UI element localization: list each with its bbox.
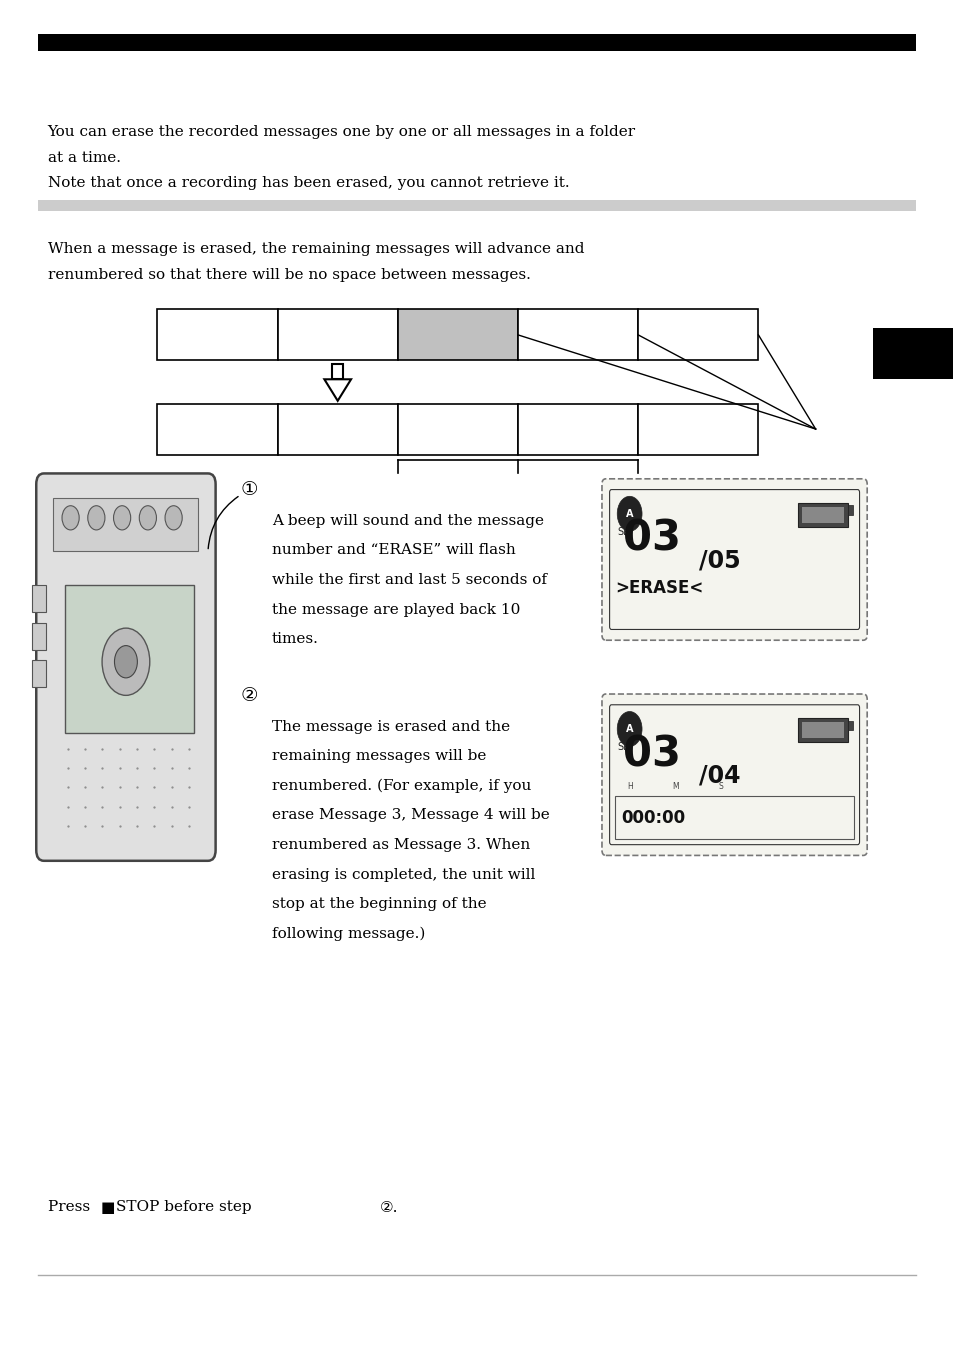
Text: S: S bbox=[718, 781, 722, 791]
Bar bbox=[872, 328, 953, 379]
Bar bbox=[517, 309, 638, 360]
Text: /04: /04 bbox=[699, 764, 740, 788]
Bar bbox=[615, 796, 853, 839]
Bar bbox=[32, 623, 46, 650]
Text: Note that once a recording has been erased, you cannot retrieve it.: Note that once a recording has been eras… bbox=[48, 176, 569, 190]
Bar bbox=[638, 309, 758, 360]
FancyBboxPatch shape bbox=[601, 479, 866, 640]
Text: ①: ① bbox=[240, 480, 257, 499]
Text: erase Message 3, Message 4 will be: erase Message 3, Message 4 will be bbox=[272, 808, 549, 822]
Text: A: A bbox=[625, 724, 633, 734]
Text: renumbered so that there will be no space between messages.: renumbered so that there will be no spac… bbox=[48, 268, 530, 281]
Text: You can erase the recorded messages one by one or all messages in a folder: You can erase the recorded messages one … bbox=[48, 125, 635, 139]
Text: ■: ■ bbox=[100, 1200, 114, 1215]
Text: at a time.: at a time. bbox=[48, 151, 121, 164]
Bar bbox=[32, 660, 46, 687]
Text: >ERASE<: >ERASE< bbox=[615, 580, 703, 597]
Text: A: A bbox=[625, 508, 633, 519]
Polygon shape bbox=[324, 379, 351, 401]
Circle shape bbox=[114, 646, 137, 678]
Bar bbox=[332, 364, 343, 379]
Bar bbox=[32, 585, 46, 612]
Circle shape bbox=[62, 506, 79, 530]
Bar bbox=[798, 503, 847, 527]
Text: Press: Press bbox=[48, 1200, 94, 1213]
Bar bbox=[397, 404, 517, 455]
Bar bbox=[517, 404, 638, 455]
Text: SP: SP bbox=[617, 742, 629, 752]
Bar bbox=[798, 718, 847, 742]
Bar bbox=[157, 309, 277, 360]
Text: H: H bbox=[626, 781, 632, 791]
Text: while the first and last 5 seconds of: while the first and last 5 seconds of bbox=[272, 573, 546, 586]
Circle shape bbox=[102, 628, 150, 695]
Text: A beep will sound and the message: A beep will sound and the message bbox=[272, 514, 543, 527]
Bar bbox=[801, 507, 843, 523]
Text: 000:00: 000:00 bbox=[620, 808, 684, 827]
Text: When a message is erased, the remaining messages will advance and: When a message is erased, the remaining … bbox=[48, 242, 583, 256]
Bar bbox=[801, 722, 843, 738]
Text: times.: times. bbox=[272, 632, 318, 646]
Circle shape bbox=[139, 506, 156, 530]
Bar bbox=[277, 404, 397, 455]
Bar bbox=[277, 309, 397, 360]
Text: M: M bbox=[672, 781, 679, 791]
Circle shape bbox=[617, 496, 641, 531]
Text: renumbered as Message 3. When: renumbered as Message 3. When bbox=[272, 838, 530, 851]
Circle shape bbox=[88, 506, 105, 530]
Text: 03: 03 bbox=[622, 733, 680, 775]
Bar bbox=[638, 404, 758, 455]
Text: The message is erased and the: The message is erased and the bbox=[272, 720, 510, 733]
FancyBboxPatch shape bbox=[36, 473, 215, 861]
Bar bbox=[65, 585, 193, 733]
Circle shape bbox=[165, 506, 182, 530]
Text: /05: /05 bbox=[699, 549, 740, 573]
Circle shape bbox=[617, 712, 641, 746]
Text: remaining messages will be: remaining messages will be bbox=[272, 749, 486, 763]
Bar bbox=[847, 721, 852, 730]
FancyBboxPatch shape bbox=[601, 694, 866, 855]
Text: STOP before step: STOP before step bbox=[116, 1200, 256, 1213]
Text: ②.: ②. bbox=[379, 1200, 397, 1215]
Bar bbox=[397, 309, 517, 360]
Bar bbox=[847, 506, 852, 515]
Bar bbox=[53, 498, 198, 551]
Text: 03: 03 bbox=[622, 518, 680, 560]
Text: erasing is completed, the unit will: erasing is completed, the unit will bbox=[272, 868, 535, 881]
Text: renumbered. (For example, if you: renumbered. (For example, if you bbox=[272, 779, 531, 794]
Bar bbox=[38, 34, 915, 51]
Text: ②: ② bbox=[240, 686, 257, 705]
Circle shape bbox=[113, 506, 131, 530]
Bar bbox=[157, 404, 277, 455]
Text: number and “ERASE” will flash: number and “ERASE” will flash bbox=[272, 543, 516, 557]
Bar bbox=[38, 200, 915, 211]
Text: the message are played back 10: the message are played back 10 bbox=[272, 603, 519, 616]
Text: stop at the beginning of the: stop at the beginning of the bbox=[272, 897, 486, 911]
Text: SP: SP bbox=[617, 527, 629, 537]
Text: following message.): following message.) bbox=[272, 927, 425, 941]
